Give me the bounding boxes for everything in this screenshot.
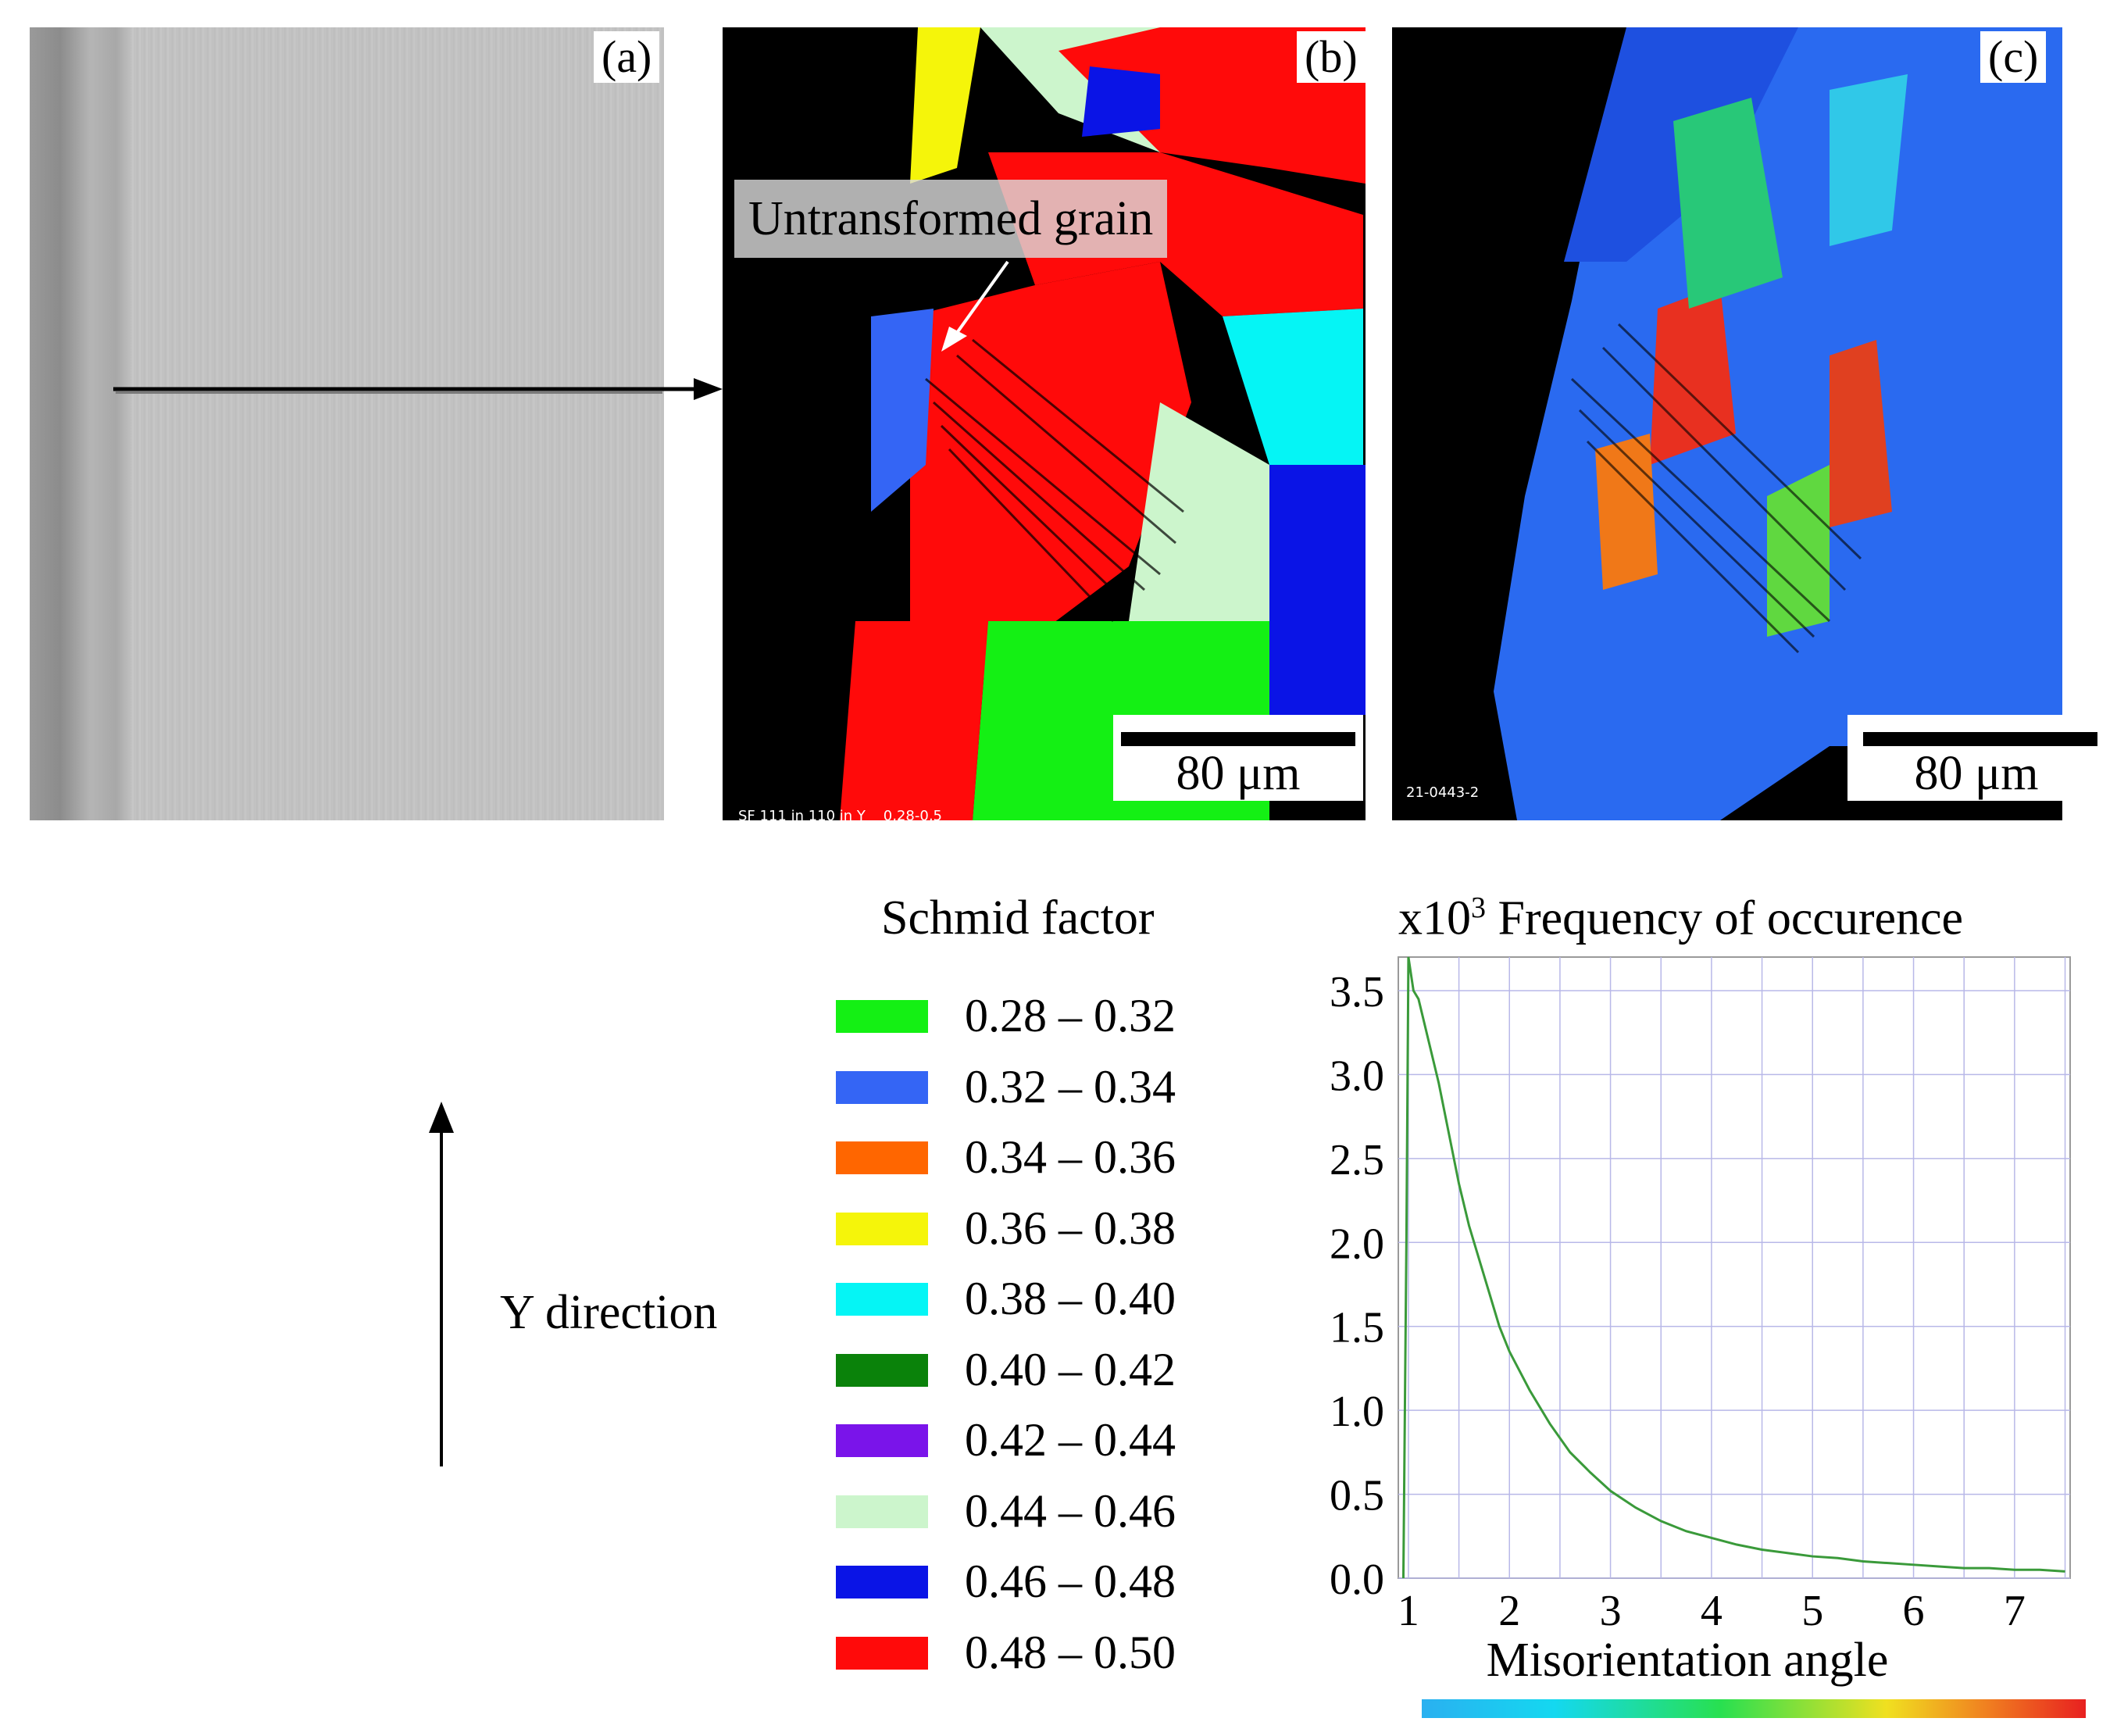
panel-b-info-line1: SF 111 in 110 in Y 0,28-0,5 bbox=[738, 808, 942, 824]
annotation-pointer bbox=[941, 260, 1009, 352]
panel-c-info-line1: 21-0443-2 bbox=[1406, 784, 1480, 801]
legend-swatch bbox=[836, 1566, 928, 1598]
legend-range-label: 0.40 – 0.42 bbox=[965, 1343, 1176, 1395]
legend-item: 0.44 – 0.46 bbox=[836, 1480, 1258, 1542]
y-tick-label: 1.5 bbox=[1330, 1304, 1384, 1352]
x-axis-label: Misorientation angle bbox=[1487, 1634, 1889, 1687]
x-tick-label: 3 bbox=[1600, 1587, 1622, 1635]
panel-c-misorientation-map bbox=[1392, 27, 2062, 820]
panel-c-info-line2: MO Durchschnitt MAG: 300x HV: 20,0 kV bbox=[1406, 845, 1727, 862]
panel-b-scalebar bbox=[1121, 732, 1355, 746]
legend-item: 0.32 – 0.34 bbox=[836, 1056, 1258, 1118]
legend-swatch bbox=[836, 1212, 928, 1245]
legend-item: 0.38 – 0.40 bbox=[836, 1267, 1258, 1330]
panel-c-info: 21-0443-2 MO Durchschnitt MAG: 300x HV: … bbox=[1406, 742, 1726, 945]
panel-a-label: (a) bbox=[594, 31, 660, 83]
legend-swatch bbox=[836, 1353, 928, 1387]
x-tick-label: 7 bbox=[2004, 1587, 2026, 1635]
misorientation-map-graphic bbox=[1392, 27, 2062, 820]
legend-item: 0.42 – 0.44 bbox=[836, 1409, 1258, 1471]
legend-swatch bbox=[836, 1141, 928, 1174]
legend-swatch bbox=[836, 1070, 928, 1104]
legend-swatch bbox=[836, 1636, 928, 1670]
legend-item: 0.28 – 0.32 bbox=[836, 984, 1258, 1047]
panel-a-sem-image bbox=[30, 27, 664, 820]
y-direction-label: Y direction bbox=[500, 1286, 718, 1339]
legend-item: 0.36 – 0.38 bbox=[836, 1197, 1258, 1259]
sample-edge bbox=[30, 27, 131, 820]
chart-title: x103 Frequency of occurence bbox=[1398, 891, 1963, 947]
legend-swatch bbox=[836, 1283, 928, 1316]
legend-range-label: 0.46 – 0.48 bbox=[965, 1556, 1176, 1607]
legend-swatch bbox=[836, 1495, 928, 1528]
legend-item: 0.46 – 0.48 bbox=[836, 1550, 1258, 1613]
chart-title-sup: 3 bbox=[1471, 891, 1486, 924]
legend-item: 0.40 – 0.42 bbox=[836, 1338, 1258, 1401]
y-tick-label: 3.0 bbox=[1330, 1052, 1384, 1100]
y-tick-label: 3.5 bbox=[1330, 968, 1384, 1016]
x-tick-label: 6 bbox=[1903, 1587, 1925, 1635]
horizontal-line-marker bbox=[116, 391, 662, 394]
legend-range-label: 0.28 – 0.32 bbox=[965, 990, 1176, 1041]
schmid-map-graphic bbox=[723, 27, 1366, 820]
chart-title-prefix: x10 bbox=[1398, 891, 1471, 945]
y-direction-arrow bbox=[429, 1102, 454, 1466]
chart-title-rest: Frequency of occurence bbox=[1486, 891, 1964, 945]
panel-b-info-line2: Schmidfaktor MAG: 300x HV: 20,0 kV bbox=[738, 869, 1036, 885]
panel-c-scale-text: 80 μm bbox=[1914, 747, 2039, 800]
misorientation-chart: 0.0 0.5 1.0 1.5 2.0 2.5 3.0 3.5 1 2 3 4 5 6 7 Misorient… bbox=[1330, 956, 2086, 1718]
x-tick-label: 4 bbox=[1701, 1587, 1723, 1635]
legend-range-label: 0.42 – 0.44 bbox=[965, 1414, 1176, 1466]
panel-b-scalebar-box: 80 μm bbox=[1113, 715, 1363, 801]
legend-range-label: 0.34 – 0.36 bbox=[965, 1131, 1176, 1183]
legend-range-label: 0.32 – 0.34 bbox=[965, 1060, 1176, 1113]
legend-item: 0.34 – 0.36 bbox=[836, 1126, 1258, 1188]
annotation-untransformed-grain: Untransformed grain bbox=[734, 180, 1168, 258]
legend-range-label: 0.44 – 0.46 bbox=[965, 1484, 1176, 1537]
legend-title: Schmid factor bbox=[881, 891, 1155, 945]
x-tick-label: 1 bbox=[1398, 1587, 1419, 1635]
panel-c-label: (c) bbox=[1980, 31, 2047, 83]
panel-b-scale-text: 80 μm bbox=[1176, 747, 1301, 800]
y-tick-label: 2.5 bbox=[1330, 1136, 1384, 1184]
legend-range-label: 0.38 – 0.40 bbox=[965, 1273, 1176, 1324]
misorientation-colorbar bbox=[1422, 1699, 2086, 1718]
legend-range-label: 0.36 – 0.38 bbox=[965, 1202, 1176, 1254]
panel-c-scalebar-box: 80 μm bbox=[1847, 715, 2105, 801]
panel-c-scalebar bbox=[1863, 732, 2097, 746]
legend-swatch bbox=[836, 1000, 928, 1033]
plot-area bbox=[1398, 956, 2071, 1579]
y-tick-label: 1.0 bbox=[1330, 1388, 1384, 1436]
y-tick-label: 0.0 bbox=[1330, 1556, 1384, 1604]
panel-c-info-line3: Px: 0,51 μm bbox=[1406, 906, 1491, 923]
panel-b-label: (b) bbox=[1297, 31, 1366, 83]
y-tick-label: 0.5 bbox=[1330, 1472, 1384, 1520]
legend-item: 0.48 – 0.50 bbox=[836, 1621, 1258, 1684]
legend-swatch bbox=[836, 1424, 928, 1457]
x-tick-label: 2 bbox=[1498, 1587, 1520, 1635]
y-tick-label: 2.0 bbox=[1330, 1220, 1384, 1268]
legend-range-label: 0.48 – 0.50 bbox=[965, 1626, 1176, 1678]
panel-b-info: SF 111 in 110 in Y 0,28-0,5 Schmidfaktor… bbox=[738, 766, 1035, 908]
arrow-a-to-b bbox=[113, 378, 723, 400]
panel-b-schmid-map bbox=[723, 27, 1366, 820]
x-tick-label: 5 bbox=[1801, 1587, 1823, 1635]
